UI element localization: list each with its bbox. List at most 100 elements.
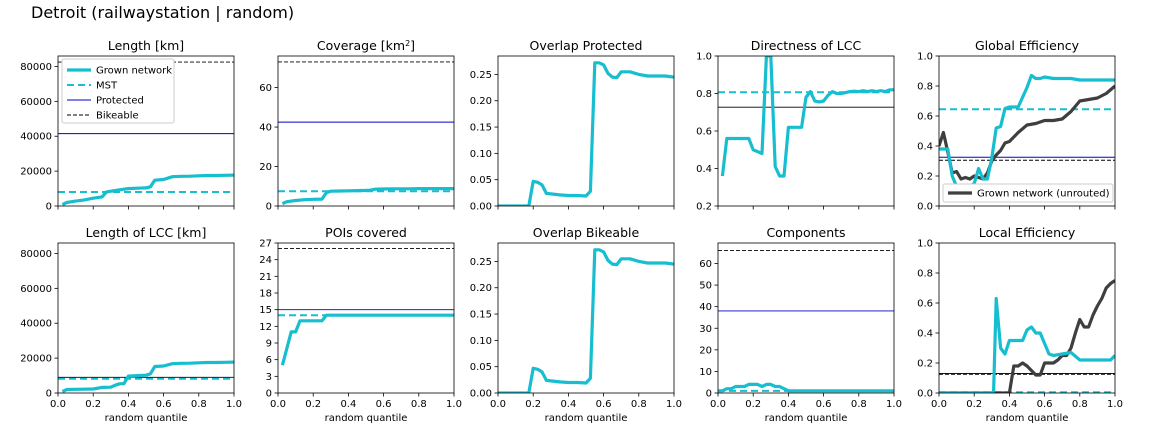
y-tick-label: 0.20 xyxy=(470,96,492,107)
series-grown-network-unrouted xyxy=(939,84,1115,181)
x-tick-label: 1.0 xyxy=(446,399,462,410)
x-tick-label: 1.0 xyxy=(886,399,902,410)
axes-frame xyxy=(497,242,675,394)
y-tick-label: 80000 xyxy=(20,62,52,73)
x-tick-label: 0.0 xyxy=(50,399,66,410)
legend-label-grown-network: Grown network xyxy=(96,66,172,77)
subplot-title: Components xyxy=(766,225,845,240)
x-tick-label: 1.0 xyxy=(1107,399,1123,410)
y-tick-label: 0.8 xyxy=(917,82,933,93)
y-tick-label: 6 xyxy=(266,355,272,366)
x-tick-label: 0.4 xyxy=(120,399,136,410)
x-tick-label: 0.8 xyxy=(851,399,867,410)
axes-frame xyxy=(717,55,895,207)
axes-frame xyxy=(57,242,235,394)
y-tick-label: 24 xyxy=(259,255,272,266)
y-tick-label: 0.15 xyxy=(470,310,492,321)
subplot-title: Length [km] xyxy=(108,38,184,53)
x-tick-label: 0.8 xyxy=(411,399,427,410)
subplot-pois-covered: POIs covered 0 3 6 9 12 15 18 21 24 27 0.0 0.2 0.4 0.6… xyxy=(259,225,462,424)
y-tick-label: 0.8 xyxy=(696,89,712,100)
y-tick-label: 60 xyxy=(699,259,712,270)
x-tick-label: 0.0 xyxy=(931,399,947,410)
subplot-title: Local Efficiency xyxy=(979,225,1076,240)
y-tick-label: 0.10 xyxy=(470,336,492,347)
x-axis-label: random quantile xyxy=(986,413,1069,424)
series-grown-network xyxy=(939,296,1115,393)
x-axis-label: random quantile xyxy=(545,413,628,424)
y-tick-label: 0.0 xyxy=(917,389,933,400)
y-tick-label: 0.00 xyxy=(470,202,492,213)
y-tick-label: 0.6 xyxy=(917,112,933,123)
y-tick-label: 20 xyxy=(699,345,712,356)
x-tick-label: 0.8 xyxy=(1072,399,1088,410)
plot-area xyxy=(718,250,894,393)
x-tick-label: 0.6 xyxy=(816,399,832,410)
y-tick-label: 0.2 xyxy=(917,172,933,183)
axes-frame xyxy=(277,242,455,394)
subplot-length-of-lcc-km: Length of LCC [km] 0 20000 40000 60000 80000 0… xyxy=(20,225,242,424)
legend-label-grown-network-unrouted: Grown network (unrouted) xyxy=(977,189,1110,200)
y-tick-label: 60000 xyxy=(20,97,52,108)
y-tick-label: 12 xyxy=(259,322,272,333)
x-tick-label: 0.8 xyxy=(631,399,647,410)
subplot-title: Coverage [km2] xyxy=(317,38,415,53)
axes-frame xyxy=(938,55,1116,207)
y-tick-label: 0.0 xyxy=(917,202,933,213)
subplot-title: Overlap Protected xyxy=(530,38,643,53)
y-tick-label: 0.6 xyxy=(917,299,933,310)
y-tick-label: 0.4 xyxy=(917,142,933,153)
y-tick-label: 0.05 xyxy=(470,362,492,373)
series-grown-network xyxy=(280,313,454,366)
subplot-coverage-km: Coverage [km2] 0 20 40 60 xyxy=(259,38,455,213)
y-tick-label: 40 xyxy=(699,302,712,313)
y-tick-label: 60 xyxy=(259,83,272,94)
y-tick-label: 0.15 xyxy=(470,123,492,134)
plot-area xyxy=(278,248,454,366)
x-axis-label: random quantile xyxy=(105,413,188,424)
y-tick-label: 0.25 xyxy=(470,70,492,81)
legend-label-mst: MST xyxy=(96,81,118,92)
y-tick-label: 1.0 xyxy=(696,52,712,63)
axes-frame xyxy=(938,242,1116,394)
x-axis-label: random quantile xyxy=(765,413,848,424)
y-tick-label: 0 xyxy=(706,389,712,400)
plot-area xyxy=(939,279,1115,393)
x-tick-label: 0.8 xyxy=(191,399,207,410)
y-tick-label: 1.0 xyxy=(917,52,933,63)
x-axis-label: random quantile xyxy=(325,413,408,424)
figure-title: Detroit (railwaystation | random) xyxy=(31,3,295,22)
x-tick-label: 0.0 xyxy=(710,399,726,410)
y-tick-label: 20000 xyxy=(20,167,52,178)
y-tick-label: 15 xyxy=(259,305,272,316)
subplot-title: Directness of LCC xyxy=(751,38,862,53)
x-tick-label: 0.2 xyxy=(85,399,101,410)
x-tick-label: 0.2 xyxy=(966,399,982,410)
y-tick-label: 0 xyxy=(266,389,272,400)
x-tick-label: 0.4 xyxy=(1001,399,1017,410)
x-tick-label: 0.6 xyxy=(156,399,172,410)
plot-area xyxy=(498,248,674,393)
subplot-length-km: Length [km] 0 20000 40000 60000 80000 Grown ne… xyxy=(20,38,235,213)
x-tick-label: 0.6 xyxy=(596,399,612,410)
y-tick-label: 80000 xyxy=(20,249,52,260)
y-tick-label: 0.10 xyxy=(470,149,492,160)
subplot-title: Global Efficiency xyxy=(975,38,1080,53)
y-tick-label: 10 xyxy=(699,367,712,378)
legend-label-bikeable: Bikeable xyxy=(96,111,139,122)
y-tick-label: 0.00 xyxy=(470,389,492,400)
plot-area xyxy=(278,61,454,206)
y-tick-label: 18 xyxy=(259,289,272,300)
x-tick-label: 0.2 xyxy=(745,399,761,410)
legend-label-protected: Protected xyxy=(96,96,144,107)
series-grown-network-unrouted xyxy=(939,279,1115,393)
y-tick-label: 9 xyxy=(266,339,272,350)
y-tick-label: 0.20 xyxy=(470,283,492,294)
x-tick-label: 0.4 xyxy=(780,399,796,410)
subplot-title: POIs covered xyxy=(325,225,407,240)
axes-frame xyxy=(277,55,455,207)
legend: Grown network MST Protected Bikeable xyxy=(61,58,175,124)
series-grown-network xyxy=(718,382,894,393)
y-tick-label: 40 xyxy=(259,123,272,134)
